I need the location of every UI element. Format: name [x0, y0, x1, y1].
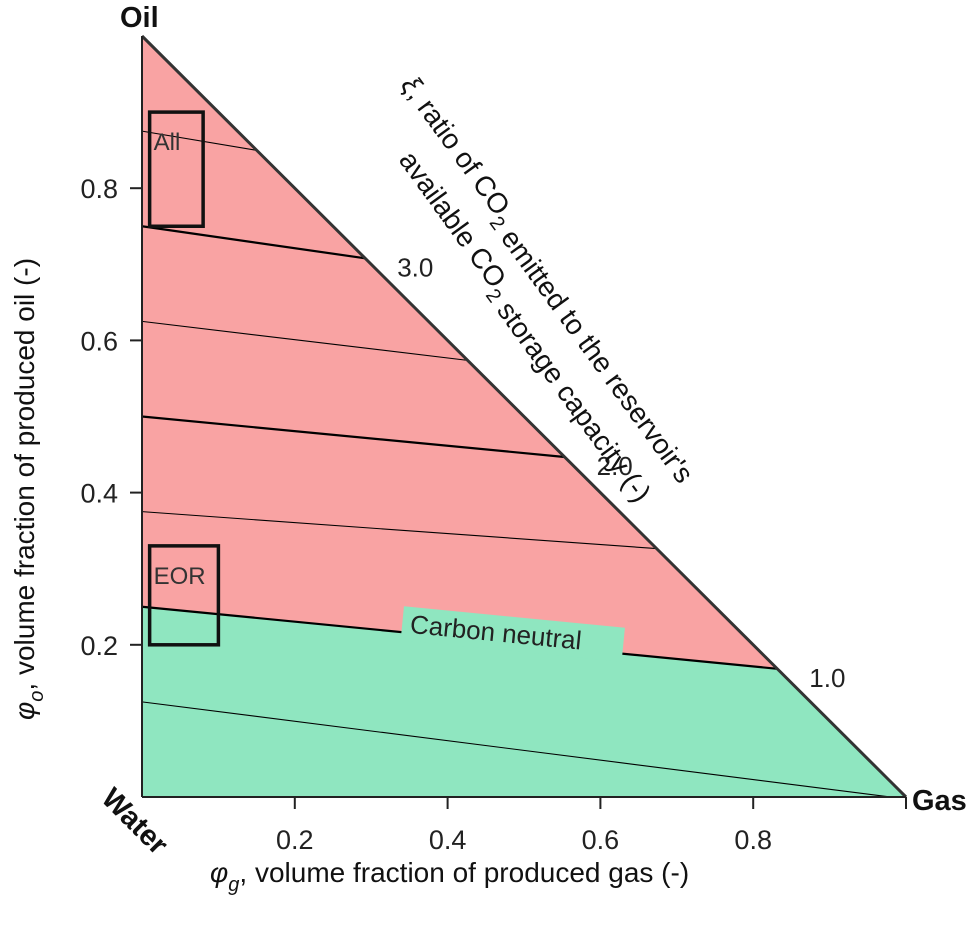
- y-tick-label: 0.6: [80, 326, 118, 356]
- axes: [130, 34, 908, 809]
- x-tick-label: 0.4: [429, 825, 467, 855]
- x-tick-label: 0.2: [276, 825, 314, 855]
- range-box: [147, 544, 221, 647]
- x-axis-title: φg, volume fraction of produced gas (-): [210, 857, 689, 896]
- range-box: [147, 110, 205, 228]
- range-boxes: All EOR: [147, 110, 221, 647]
- contour-line: [141, 225, 366, 260]
- contour-label: 3.0: [397, 252, 433, 282]
- y-tick-label: 0.2: [80, 631, 118, 661]
- contour-line: [141, 415, 565, 459]
- vertex-label-oil: Oil: [120, 2, 159, 34]
- y-tick-label: 0.4: [80, 479, 118, 509]
- contour-label: 2.0: [597, 451, 633, 481]
- vertex-label-gas: Gas: [912, 785, 967, 817]
- y-tick-label: 0.8: [80, 174, 118, 204]
- x-tick-label: 0.8: [734, 825, 772, 855]
- contour-line: [141, 320, 468, 361]
- hypotenuse: [140, 34, 908, 799]
- y-axis-title: φo, volume fraction of produced oil (-): [9, 258, 48, 720]
- carbon-neutral-label-bg: [400, 606, 625, 662]
- contour-line: [141, 701, 891, 798]
- range-box-label: All: [154, 129, 181, 156]
- contour-line: [141, 511, 657, 550]
- contour-line: [141, 130, 257, 151]
- contour-label: 1.0: [809, 663, 845, 693]
- region-below-neutral: [142, 606, 906, 797]
- x-tick-label: 0.6: [582, 825, 620, 855]
- range-box-label: EOR: [154, 563, 206, 590]
